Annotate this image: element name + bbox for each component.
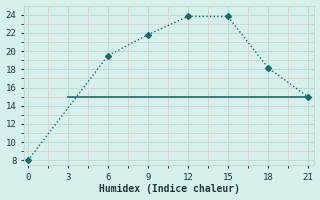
X-axis label: Humidex (Indice chaleur): Humidex (Indice chaleur) — [99, 184, 240, 194]
